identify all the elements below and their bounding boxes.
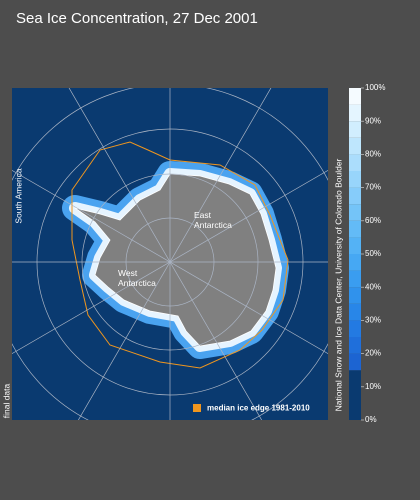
region-label: West Antarctica [118, 268, 156, 288]
median-ice-edge [71, 141, 289, 369]
colorbar-bin [349, 121, 361, 138]
region-label: East Antarctica [194, 210, 232, 230]
colorbar-tick-label: 90% [365, 116, 381, 125]
colorbar-bin [349, 337, 361, 354]
colorbar-tick-label: 20% [365, 349, 381, 358]
colorbar-tick-label: 40% [365, 282, 381, 291]
colorbar-bin [349, 137, 361, 155]
colorbar-tick-label: 0% [365, 415, 377, 424]
title: Sea Ice Concentration, 27 Dec 2001 [16, 10, 258, 27]
colorbar-bin [349, 171, 361, 188]
colorbar-bin [349, 104, 361, 122]
antarctica [74, 173, 277, 347]
colorbar-bin [349, 270, 361, 288]
colorbar-tick-label: 10% [365, 382, 381, 391]
colorbar-bin [349, 254, 361, 271]
colorbar-bin [349, 320, 361, 337]
colorbar-bin [349, 370, 361, 420]
colorbar-tick-label: 80% [365, 150, 381, 159]
colorbar-tick-label: 70% [365, 183, 381, 192]
colorbar-tick-label: 60% [365, 216, 381, 225]
graticule [12, 88, 328, 420]
colorbar-bin [349, 353, 361, 371]
colorbar-bin [349, 220, 361, 238]
legend-label: median ice edge 1981-2010 [207, 404, 310, 413]
legend-swatch [193, 404, 201, 412]
colorbar-bin [349, 287, 361, 304]
colorbar-bin [349, 303, 361, 321]
status-label: final data [1, 383, 11, 418]
colorbar: 0% 10% 20% 30% 40% 50% 60% 70% 80% 90% 100% [349, 83, 385, 424]
colorbar-bin [349, 187, 361, 205]
colorbar-bin [349, 88, 361, 105]
colorbar-tick-label: 50% [365, 249, 381, 258]
colorbar-tick-label: 100% [365, 83, 385, 92]
region-label: South America [13, 168, 23, 224]
map [12, 88, 328, 420]
colorbar-bin [349, 204, 361, 221]
colorbar-bin [349, 154, 361, 171]
credit: National Snow and Ice Data Center, Unive… [333, 158, 343, 411]
colorbar-bin [349, 237, 361, 254]
colorbar-tick-label: 30% [365, 316, 381, 325]
